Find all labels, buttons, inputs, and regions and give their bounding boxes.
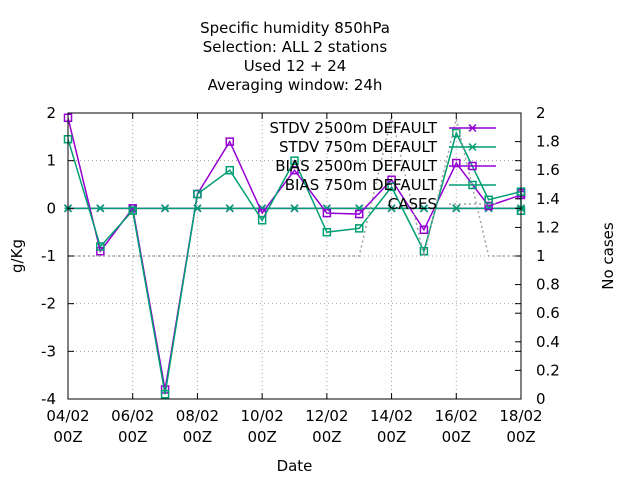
x-tick-label: 06/02 [111,407,154,425]
data-point [257,216,267,225]
data-point [484,204,493,213]
data-point [484,201,493,211]
legend-label: BIAS 2500m DEFAULT [275,157,438,175]
title-line: Used 12 + 24 [244,57,347,75]
legend-marker [468,180,477,190]
data-point [387,204,396,213]
legend-marker [468,161,477,171]
x-tick-label: 00Z [442,428,471,446]
y2-tick-label: 0 [536,390,546,408]
x-tick-label: 00Z [377,428,406,446]
y-tick-label: -2 [41,295,56,313]
x-tick-label: 12/02 [305,407,348,425]
title-line: Averaging window: 24h [208,76,383,94]
data-point [225,137,235,146]
y-tick-label: -3 [41,342,56,360]
legend-label: BIAS 750m DEFAULT [285,176,438,194]
data-point [225,165,235,175]
data-point [419,204,428,213]
x-tick-label: 10/02 [241,407,284,425]
data-point [484,195,493,205]
y2-tick-label: 1.2 [536,218,560,236]
data-point [96,204,105,213]
data-point [387,182,396,192]
y2-tick-label: 1 [536,247,546,265]
x-tick-label: 00Z [183,428,212,446]
title-line: Selection: ALL 2 stations [203,38,388,56]
data-point [354,209,364,219]
x-tick-label: 00Z [53,428,82,446]
x-tick-label: 00Z [118,428,147,446]
y2-tick-label: 1.4 [536,190,560,208]
x-tick-label: 00Z [506,428,535,446]
x-tick-label: 18/02 [499,407,542,425]
data-point [96,242,105,251]
data-point [290,204,299,213]
data-point [193,189,202,199]
y-tick-label: 2 [46,104,56,122]
data-point [322,208,332,218]
x-tick-label: 08/02 [176,407,219,425]
y-tick-label: 0 [46,199,56,217]
y-tick-label: -4 [41,390,56,408]
y2-tick-label: 1.8 [536,133,560,151]
data-point [419,225,429,235]
y2-tick-label: 0.6 [536,304,560,322]
y2-tick-label: 2 [536,104,546,122]
y2-tick-label: 0.8 [536,276,560,294]
x-tick-label: 16/02 [435,407,478,425]
y2-tick-label: 1.6 [536,161,560,179]
x-tick-label: 04/02 [46,407,89,425]
x-tick-label: 00Z [312,428,341,446]
y-tick-label: -1 [41,247,56,265]
data-point [322,227,332,237]
y-axis-label: g/Kg [8,239,26,273]
data-point [160,389,170,399]
axis-ticks: 2 1 0 -1 -2 -3 -4 2 1.8 1.6 1.4 1.2 1 0.8 0.6 0.4 0.2 0 04… [41,104,560,446]
series-line-cases [68,115,521,257]
data-point [161,204,170,213]
y2-axis-label: No cases [599,222,617,290]
legend-label: CASES [388,195,437,213]
data-point [225,204,234,213]
data-point [452,204,461,213]
data-point [354,224,364,233]
y-tick-label: 1 [46,152,56,170]
x-tick-label: 00Z [247,428,276,446]
data-point [290,156,299,165]
y2-tick-label: 0.2 [536,361,560,379]
data-point [128,206,137,215]
legend-label: STDV 2500m DEFAULT [269,119,437,137]
x-axis-label: Date [277,457,313,475]
title-line: Specific humidity 850hPa [200,19,390,37]
y2-tick-label: 0.4 [536,333,560,351]
data-point [96,246,105,256]
legend-label: STDV 750m DEFAULT [279,138,438,156]
x-tick-label: 14/02 [370,407,413,425]
